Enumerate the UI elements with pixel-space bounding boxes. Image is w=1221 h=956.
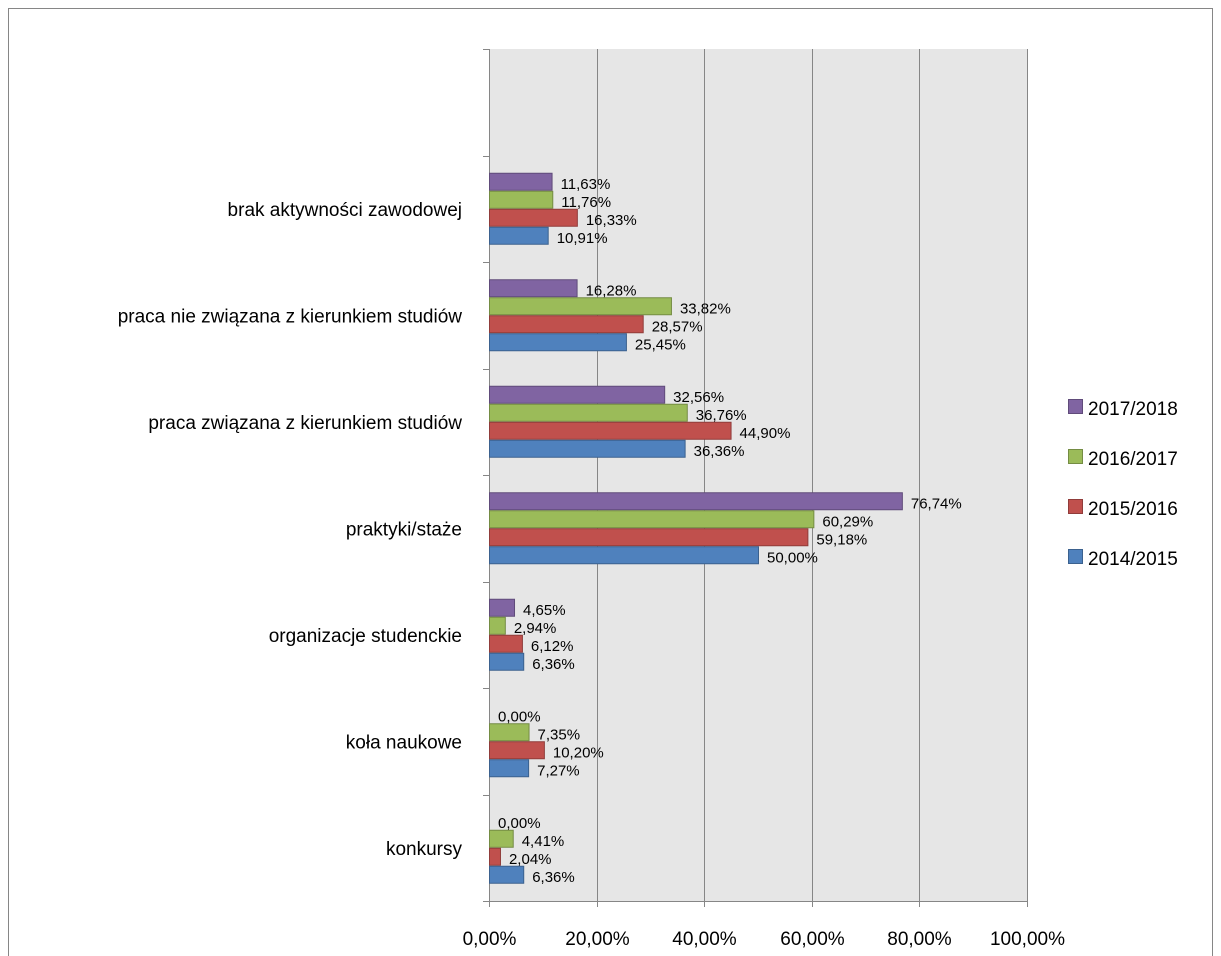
category-label: praca związana z kierunkiem studiów — [148, 413, 462, 434]
bar — [489, 226, 549, 245]
data-label: 2,04% — [509, 851, 552, 868]
legend-label: 2014/2015 — [1088, 549, 1178, 570]
bar — [489, 172, 553, 191]
bar — [489, 315, 644, 334]
data-label: 2,94% — [514, 620, 557, 637]
data-label: 4,65% — [523, 602, 566, 619]
x-tick-label: 20,00% — [565, 929, 630, 950]
bar — [489, 616, 506, 635]
category-label: brak aktywności zawodowej — [228, 200, 462, 221]
x-tick-label: 100,00% — [990, 929, 1065, 950]
legend-swatch — [1068, 499, 1083, 514]
bar — [489, 333, 627, 352]
bar — [489, 528, 809, 547]
bar — [489, 829, 514, 848]
data-label: 59,18% — [816, 531, 867, 548]
data-label: 11,63% — [561, 176, 611, 193]
data-label: 44,90% — [740, 425, 791, 442]
bar — [489, 652, 525, 671]
data-label: 16,28% — [586, 282, 637, 299]
x-tick-label: 0,00% — [463, 929, 517, 950]
x-tick-label: 80,00% — [887, 929, 952, 950]
data-label: 28,57% — [652, 318, 703, 335]
bar — [489, 847, 501, 866]
bar — [489, 741, 545, 760]
legend-swatch — [1068, 549, 1083, 564]
data-label: 76,74% — [911, 495, 962, 512]
data-label: 11,76% — [561, 194, 611, 211]
data-label: 10,91% — [557, 230, 608, 247]
x-tick-label: 60,00% — [780, 929, 845, 950]
data-label: 60,29% — [822, 513, 873, 530]
category-label: konkursy — [386, 839, 463, 860]
bar — [489, 634, 523, 653]
data-label: 7,27% — [537, 762, 580, 779]
category-label: praktyki/staże — [346, 519, 462, 540]
bar — [489, 403, 688, 422]
data-label: 16,33% — [586, 212, 637, 229]
bar — [489, 190, 554, 209]
legend-label: 2016/2017 — [1088, 449, 1178, 470]
bar — [489, 279, 578, 298]
data-label: 7,35% — [538, 726, 581, 743]
legend-swatch — [1068, 449, 1083, 464]
bar — [489, 208, 578, 227]
category-label: praca nie związana z kierunkiem studiów — [118, 306, 463, 327]
bar — [489, 510, 815, 529]
bar — [489, 297, 672, 316]
data-label: 6,36% — [532, 656, 575, 673]
data-label: 0,00% — [498, 815, 541, 832]
bar — [489, 421, 732, 440]
x-tick-label: 40,00% — [672, 929, 737, 950]
bar — [489, 759, 530, 778]
chart-border — [8, 8, 1213, 956]
data-label: 25,45% — [635, 336, 686, 353]
data-label: 0,00% — [498, 708, 541, 725]
category-label: organizacje studenckie — [269, 626, 462, 647]
bar — [489, 385, 666, 404]
data-label: 10,20% — [553, 744, 604, 761]
bar — [489, 723, 530, 742]
data-label: 36,36% — [694, 443, 745, 460]
bar — [489, 492, 903, 511]
bar — [489, 598, 516, 617]
data-label: 50,00% — [767, 549, 818, 566]
data-label: 6,12% — [531, 638, 574, 655]
bar — [489, 546, 759, 565]
bar — [489, 439, 686, 458]
data-label: 4,41% — [522, 833, 565, 850]
legend-label: 2015/2016 — [1088, 499, 1178, 520]
data-label: 6,36% — [532, 869, 575, 886]
data-label: 32,56% — [673, 389, 724, 406]
data-label: 36,76% — [696, 407, 747, 424]
plot-area — [489, 49, 1027, 901]
legend-label: 2017/2018 — [1088, 399, 1178, 420]
data-label: 33,82% — [680, 300, 731, 317]
bar — [489, 865, 525, 884]
category-label: koła naukowe — [346, 732, 462, 753]
legend-swatch — [1068, 399, 1083, 414]
